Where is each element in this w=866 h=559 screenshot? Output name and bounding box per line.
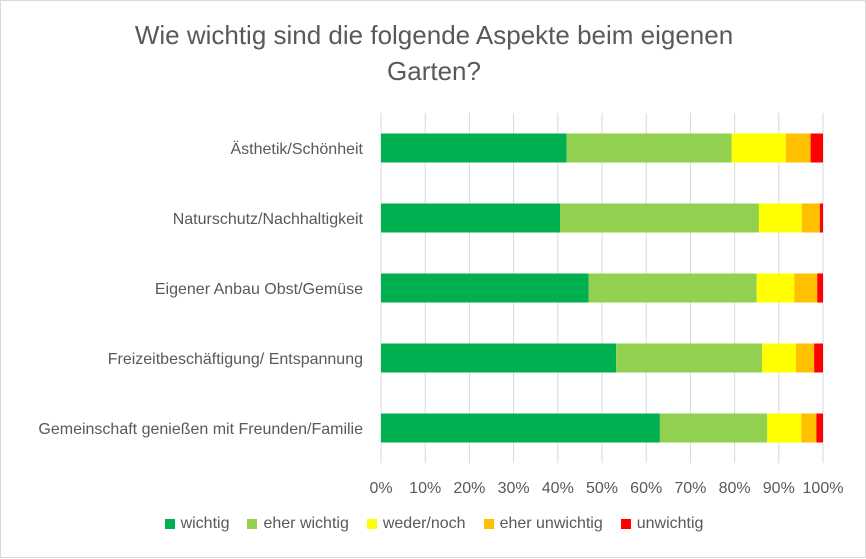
- bar-2-1: [588, 273, 757, 303]
- bar-3-0: [381, 343, 617, 373]
- chart-title-line-1: Wie wichtig sind die folgende Aspekte be…: [134, 20, 734, 50]
- bar-4-4: [816, 413, 823, 443]
- bar-0-2: [731, 133, 786, 163]
- bar-1-2: [758, 203, 802, 233]
- legend-label-3: eher unwichtig: [499, 515, 603, 532]
- legend-item-1: eher wichtig: [247, 515, 349, 533]
- legend-swatch-4: [620, 519, 631, 529]
- chart-legend: wichtig eher wichtig weder/noch eher unwich…: [1, 515, 866, 533]
- bar-3-4: [814, 343, 823, 373]
- category-label-3: Freizeitbeschäftigung/ Entspannung: [108, 351, 363, 368]
- bar-4-0: [381, 413, 660, 443]
- x-tick-label-9: 90%: [763, 480, 795, 497]
- legend-label-2: weder/noch: [382, 515, 466, 532]
- legend-item-0: wichtig: [164, 515, 230, 533]
- x-tick-label-2: 20%: [453, 480, 485, 497]
- bar-0-1: [566, 133, 732, 163]
- x-tick-label-8: 80%: [719, 480, 751, 497]
- category-label-4: Gemeinschaft genießen mit Freunden/Famil…: [38, 421, 363, 438]
- bar-4-3: [801, 413, 817, 443]
- legend-label-0: wichtig: [180, 515, 230, 532]
- x-tick-label-0: 0%: [369, 480, 392, 497]
- legend-label-1: eher wichtig: [263, 515, 349, 532]
- category-label-2: Eigener Anbau Obst/Gemüse: [155, 281, 363, 298]
- category-label-0: Ästhetik/Schönheit: [230, 140, 363, 158]
- bar-0-0: [381, 133, 567, 163]
- legend-item-3: eher unwichtig: [483, 515, 603, 533]
- bar-1-4: [819, 203, 823, 233]
- x-tick-label-4: 40%: [542, 480, 574, 497]
- legend-label-4: unwichtig: [636, 515, 704, 532]
- bar-3-3: [796, 343, 815, 373]
- x-tick-label-6: 60%: [630, 480, 662, 497]
- bar-3-2: [762, 343, 797, 373]
- bar-2-4: [817, 273, 823, 303]
- x-tick-label-5: 50%: [586, 480, 618, 497]
- legend-item-2: weder/noch: [366, 515, 466, 533]
- bar-2-2: [756, 273, 795, 303]
- x-tick-label-7: 70%: [674, 480, 706, 497]
- x-tick-label-10: 100%: [803, 480, 844, 497]
- bar-4-2: [767, 413, 802, 443]
- chart-title-line-2: Garten?: [387, 56, 481, 86]
- legend-swatch-1: [247, 519, 258, 529]
- bar-1-0: [381, 203, 561, 233]
- bar-3-1: [616, 343, 763, 373]
- chart-title: Wie wichtig sind die folgende Aspekte be…: [61, 17, 807, 89]
- bar-0-3: [785, 133, 811, 163]
- category-label-1: Naturschutz/Nachhaltigkeit: [173, 211, 364, 228]
- legend-swatch-3: [483, 519, 494, 529]
- bar-0-4: [810, 133, 823, 163]
- legend-item-4: unwichtig: [620, 515, 704, 533]
- bar-2-3: [794, 273, 818, 303]
- bar-4-1: [659, 413, 768, 443]
- bar-1-3: [801, 203, 820, 233]
- legend-swatch-2: [366, 519, 377, 529]
- x-tick-label-1: 10%: [409, 480, 441, 497]
- bar-1-1: [560, 203, 759, 233]
- x-tick-label-3: 30%: [498, 480, 530, 497]
- legend-swatch-0: [164, 519, 175, 529]
- bar-2-0: [381, 273, 589, 303]
